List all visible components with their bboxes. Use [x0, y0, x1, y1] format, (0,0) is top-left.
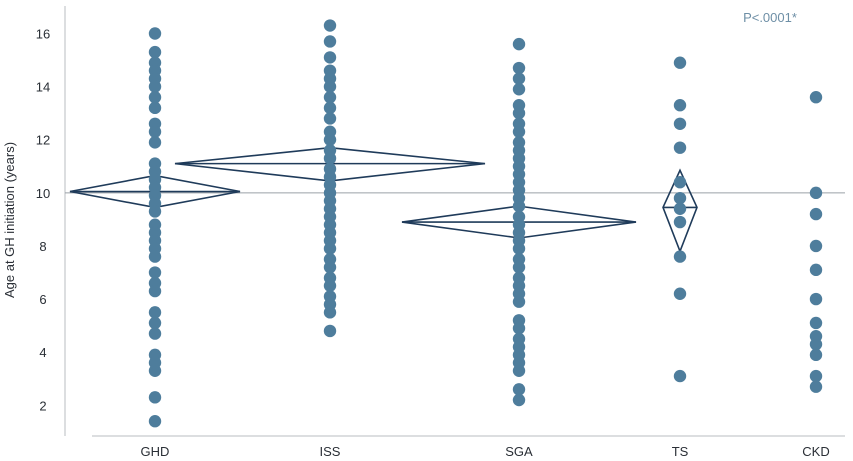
y-tick-label: 2 — [39, 398, 46, 413]
y-tick-label: 14 — [36, 80, 50, 95]
data-point — [148, 364, 162, 377]
data-point — [323, 112, 337, 125]
data-point — [512, 37, 526, 51]
data-point — [512, 261, 526, 274]
data-point — [673, 215, 687, 229]
data-point — [323, 324, 337, 338]
data-point — [512, 106, 526, 120]
data-point — [323, 19, 337, 32]
x-category-label: SGA — [505, 444, 533, 459]
data-point — [512, 322, 526, 335]
data-point — [323, 35, 337, 48]
data-point — [673, 202, 687, 215]
data-point — [323, 80, 337, 93]
y-tick-label: 8 — [39, 239, 46, 254]
data-point — [809, 263, 823, 277]
data-point — [148, 250, 162, 263]
data-point — [323, 101, 337, 115]
data-point — [148, 80, 162, 93]
y-tick-label: 12 — [36, 133, 50, 148]
data-point — [148, 306, 162, 319]
data-point — [512, 383, 526, 396]
data-point — [148, 125, 162, 138]
data-point — [323, 51, 337, 64]
x-category-label: GHD — [141, 444, 170, 459]
points-group — [148, 19, 823, 428]
data-point — [673, 369, 687, 383]
data-point — [323, 91, 337, 104]
data-point — [148, 266, 162, 279]
y-axis-label: Age at GH initiation (years) — [2, 142, 17, 298]
category-labels: GHD ISS SGA TS CKD — [141, 444, 830, 459]
data-point — [809, 186, 823, 200]
data-point — [809, 91, 823, 104]
data-point — [148, 391, 162, 404]
x-category-label: TS — [672, 444, 689, 459]
data-point — [512, 393, 526, 407]
data-point — [148, 316, 162, 330]
data-point — [512, 199, 526, 213]
data-point — [323, 306, 337, 319]
data-point — [148, 284, 162, 298]
data-point — [673, 191, 687, 205]
data-point — [148, 205, 162, 218]
data-point — [809, 207, 823, 221]
data-point — [148, 45, 162, 59]
data-point — [148, 327, 162, 340]
data-point — [323, 261, 337, 274]
p-value-annotation: P<.0001* — [743, 10, 797, 25]
data-point — [673, 117, 687, 130]
data-point — [512, 242, 526, 255]
data-point — [673, 141, 687, 154]
y-tick-labels: 2 4 6 8 10 12 14 16 — [36, 27, 50, 414]
data-point — [809, 239, 823, 253]
data-point — [512, 72, 526, 85]
x-category-label: ISS — [320, 444, 341, 459]
data-point — [148, 136, 162, 149]
data-point — [673, 250, 687, 263]
data-point — [512, 83, 526, 96]
data-point — [673, 176, 687, 189]
data-point — [673, 99, 687, 112]
data-point — [809, 348, 823, 362]
data-point — [809, 338, 823, 351]
data-point — [323, 242, 337, 255]
data-point — [148, 415, 162, 428]
data-point — [809, 380, 823, 393]
y-tick-label: 16 — [36, 27, 50, 42]
data-point — [809, 316, 823, 330]
data-point — [323, 152, 337, 165]
data-point — [673, 287, 687, 300]
y-tick-label: 10 — [36, 186, 50, 201]
data-point — [323, 279, 337, 292]
data-point — [512, 295, 526, 308]
data-point — [809, 292, 823, 306]
data-point — [148, 27, 162, 40]
data-point — [512, 364, 526, 377]
x-category-label: CKD — [802, 444, 829, 459]
data-point — [512, 125, 526, 138]
data-point — [148, 101, 162, 115]
diamond-group — [69, 146, 698, 254]
data-point — [148, 91, 162, 104]
data-point — [673, 56, 687, 69]
y-tick-label: 6 — [39, 292, 46, 307]
data-point — [323, 133, 337, 146]
data-point — [512, 61, 526, 75]
y-tick-label: 4 — [39, 345, 46, 360]
data-point — [809, 369, 823, 383]
